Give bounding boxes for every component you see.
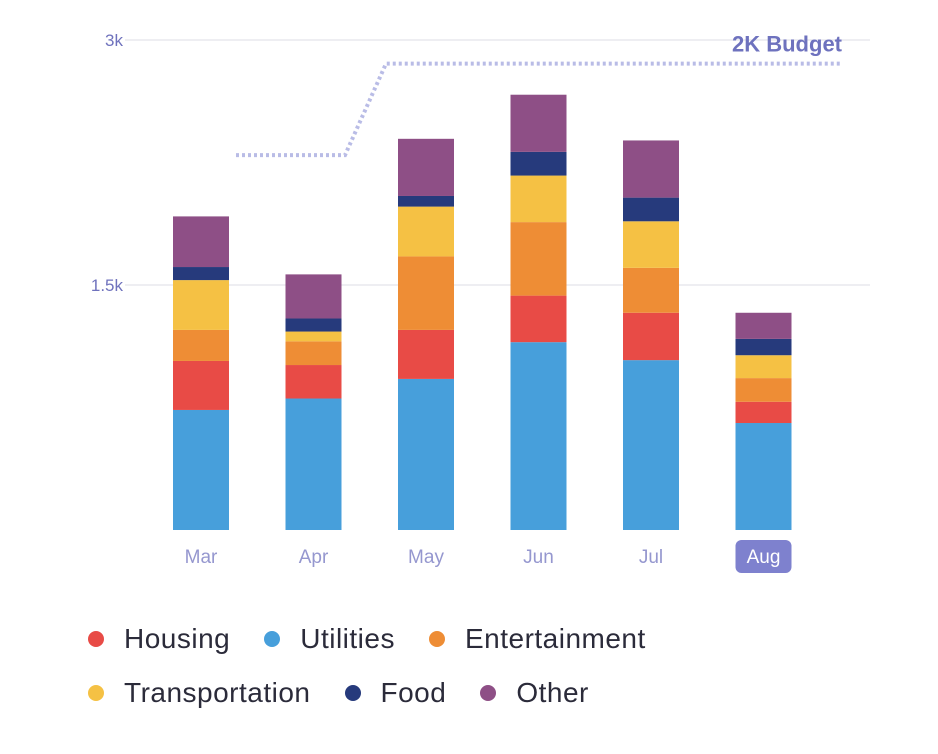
x-tick-label-mar: Mar (185, 547, 218, 568)
bar-segment-food-apr (285, 318, 342, 332)
bar-segment-food-may (398, 195, 454, 207)
bar-segment-other-mar (173, 216, 229, 268)
legend-dot-utilities (264, 631, 281, 647)
selected-month-highlight (735, 540, 792, 573)
bar-segment-other-aug (735, 312, 792, 339)
legend-label-other: Other (516, 677, 589, 708)
bar-segment-other-jul (623, 140, 679, 198)
y-tick-label: 1.5k (91, 276, 124, 295)
bar-segment-transportation-may (398, 206, 454, 257)
x-tick-label-apr: Apr (299, 547, 329, 568)
bar-segment-housing-mar (173, 360, 229, 410)
bar-segment-transportation-apr (285, 331, 342, 342)
legend-item-transportation: Transportation (88, 677, 311, 709)
bar-segment-housing-apr (285, 365, 342, 399)
x-tick-label-jul: Jul (639, 547, 663, 568)
bar-segment-utilities-jul (623, 360, 679, 530)
legend-dot-transportation (88, 685, 104, 701)
legend-label-food: Food (380, 677, 447, 708)
bar-segment-entertainment-jul (623, 267, 679, 313)
bar-segment-utilities-may (398, 378, 454, 530)
budget-line (236, 61, 842, 158)
bar-segment-food-aug (735, 338, 792, 356)
legend-dot-other (480, 685, 497, 701)
bar-segment-utilities-aug (735, 423, 792, 530)
x-tick-label-aug: Aug (747, 547, 781, 568)
bar-segment-other-apr (285, 274, 342, 319)
legend-label-transportation: Transportation (124, 677, 311, 708)
legend-label-entertainment: Entertainment (464, 623, 646, 654)
legend-label-housing: Housing (124, 623, 231, 654)
legend-item-entertainment: Entertainment (428, 623, 646, 655)
bar-segment-other-may (398, 138, 454, 196)
legend-label-utilities: Utilities (300, 623, 395, 654)
legend-item-food: Food (344, 677, 447, 709)
legend-item-other: Other (480, 677, 589, 709)
bar-segment-entertainment-may (398, 256, 454, 330)
legend-dot-food (344, 685, 361, 701)
x-tick-label-jun: Jun (523, 547, 554, 568)
legend-dot-entertainment (428, 631, 445, 647)
legend-row: Housing Utilities Entertainment (88, 612, 848, 666)
bar-segment-food-jun (510, 151, 567, 176)
bar-segment-utilities-jun (510, 342, 567, 530)
bar-segment-housing-aug (735, 401, 792, 424)
legend-row: Transportation Food Other (88, 666, 848, 720)
bar-segment-food-mar (173, 267, 229, 281)
bar-segment-transportation-aug (735, 355, 792, 379)
bar-segment-housing-jun (510, 295, 567, 343)
legend-dot-housing (88, 631, 104, 647)
bar-segment-transportation-jun (510, 175, 567, 223)
bar-segment-entertainment-aug (735, 378, 792, 402)
budget-label: 2K Budget (732, 32, 843, 57)
bar-segment-housing-jul (623, 312, 679, 361)
bar-segment-entertainment-apr (285, 341, 342, 366)
bar-segment-transportation-jul (623, 221, 679, 268)
bar-segment-other-jun (510, 94, 567, 152)
bar-segment-housing-may (398, 329, 454, 379)
stacked-bar-chart: 3k 1.5k 2K Budget Mar Apr May Jun Jul Aug (91, 31, 870, 573)
x-tick-label-may: May (408, 547, 444, 568)
y-tick-label: 3k (105, 31, 123, 50)
bar-segment-entertainment-jun (510, 222, 567, 296)
bar-segment-transportation-mar (173, 280, 229, 330)
legend-item-utilities: Utilities (264, 623, 395, 655)
bar-segment-entertainment-mar (173, 329, 229, 361)
bar-segment-food-jul (623, 197, 679, 222)
bar-segment-utilities-mar (173, 409, 229, 530)
chart-legend: Housing Utilities Entertainment Transportat… (88, 612, 848, 720)
bar-segment-utilities-apr (285, 398, 342, 530)
legend-item-housing: Housing (88, 623, 230, 655)
